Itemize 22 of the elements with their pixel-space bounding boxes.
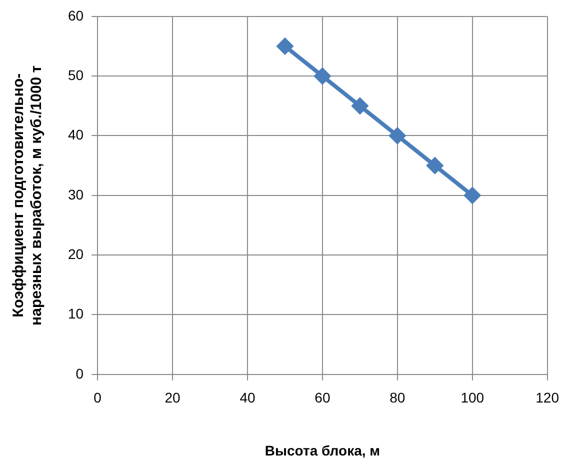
y-tick-label: 20 — [68, 246, 84, 262]
x-tick-label: 40 — [240, 390, 256, 406]
point — [352, 98, 368, 114]
x-tick-label: 60 — [314, 390, 330, 406]
y-tick-label: 50 — [68, 66, 84, 83]
point — [314, 68, 330, 84]
y-tick-label: 40 — [68, 126, 84, 143]
point — [276, 38, 293, 54]
x-axis-title: Высота блока, м — [264, 442, 380, 458]
x-tick-label: 20 — [164, 390, 181, 406]
x-tick-label: 120 — [536, 390, 560, 406]
x-tick-label: 100 — [460, 390, 484, 406]
y-tick-label: 30 — [68, 186, 84, 202]
y-tick-label: 0 — [76, 365, 84, 382]
point — [426, 158, 443, 174]
x-tick-label: 80 — [390, 390, 406, 406]
y-axis-title: Коэффициент подготовительно- нарезных выработок, м куб./1000 т — [10, 65, 46, 326]
point — [389, 128, 406, 144]
point — [464, 187, 480, 204]
y-tick-label: 60 — [68, 7, 84, 24]
y-tick-label: 10 — [68, 306, 84, 322]
x-tick-label: 0 — [94, 390, 102, 406]
